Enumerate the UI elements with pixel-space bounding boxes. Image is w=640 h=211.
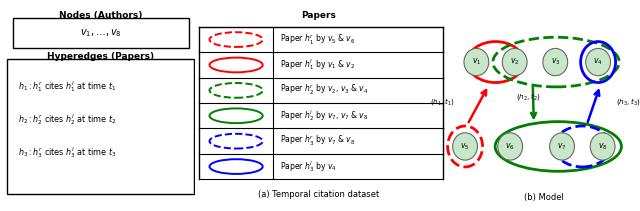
Text: Nodes (Authors): Nodes (Authors) bbox=[59, 11, 143, 20]
Text: Paper $h_2^l$ by $v_7$, $v_7$ & $v_8$: Paper $h_2^l$ by $v_7$, $v_7$ & $v_8$ bbox=[280, 108, 368, 123]
Text: $h_3 : h_3^r$ cites $h_3^l$ at time $t_3$: $h_3 : h_3^r$ cites $h_3^l$ at time $t_3… bbox=[18, 145, 116, 160]
Circle shape bbox=[502, 48, 527, 76]
Circle shape bbox=[498, 133, 523, 160]
Circle shape bbox=[464, 48, 489, 76]
Circle shape bbox=[550, 133, 575, 160]
Text: Papers: Papers bbox=[301, 11, 336, 20]
Text: Paper $h_1^r$ by $v_5$ & $v_6$: Paper $h_1^r$ by $v_5$ & $v_6$ bbox=[280, 32, 355, 47]
Text: $(h_1,t_1)$: $(h_1,t_1)$ bbox=[430, 96, 455, 107]
FancyBboxPatch shape bbox=[13, 18, 189, 48]
Text: Paper $h_3^l$ by $v_4$: Paper $h_3^l$ by $v_4$ bbox=[280, 159, 336, 174]
Circle shape bbox=[452, 133, 477, 160]
Text: $v_5$: $v_5$ bbox=[460, 141, 470, 152]
Text: (a) Temporal citation dataset: (a) Temporal citation dataset bbox=[258, 190, 379, 199]
Text: $v_1,\ldots,v_8$: $v_1,\ldots,v_8$ bbox=[80, 27, 122, 39]
Text: $v_4$: $v_4$ bbox=[593, 57, 603, 67]
Text: $(h_3,t_3)$: $(h_3,t_3)$ bbox=[616, 96, 640, 107]
Text: Paper $h_3^r$ by $v_7$ & $v_8$: Paper $h_3^r$ by $v_7$ & $v_8$ bbox=[280, 134, 355, 148]
Text: $h_2 : h_2^r$ cites $h_2^l$ at time $t_2$: $h_2 : h_2^r$ cites $h_2^l$ at time $t_2… bbox=[18, 112, 116, 127]
Text: $v_2$: $v_2$ bbox=[510, 57, 520, 67]
Text: $h_1 : h_1^r$ cites $h_1^l$ at time $t_1$: $h_1 : h_1^r$ cites $h_1^l$ at time $t_1… bbox=[18, 79, 116, 93]
Text: (b) Model: (b) Model bbox=[524, 193, 564, 202]
Text: Hyperedges (Papers): Hyperedges (Papers) bbox=[47, 52, 154, 61]
Text: $v_8$: $v_8$ bbox=[598, 141, 607, 152]
Text: $v_1$: $v_1$ bbox=[472, 57, 481, 67]
Circle shape bbox=[590, 133, 615, 160]
Text: $v_3$: $v_3$ bbox=[550, 57, 560, 67]
Text: $v_6$: $v_6$ bbox=[506, 141, 515, 152]
FancyBboxPatch shape bbox=[7, 59, 195, 194]
Text: $(h_2,t_2)$: $(h_2,t_2)$ bbox=[516, 91, 541, 102]
Circle shape bbox=[586, 48, 611, 76]
Text: Paper $h_2^r$ by $v_2$, $v_3$ & $v_4$: Paper $h_2^r$ by $v_2$, $v_3$ & $v_4$ bbox=[280, 83, 368, 97]
Text: Paper $h_1^l$ by $v_1$ & $v_2$: Paper $h_1^l$ by $v_1$ & $v_2$ bbox=[280, 58, 355, 72]
Circle shape bbox=[543, 48, 568, 76]
Text: $v_7$: $v_7$ bbox=[557, 141, 567, 152]
